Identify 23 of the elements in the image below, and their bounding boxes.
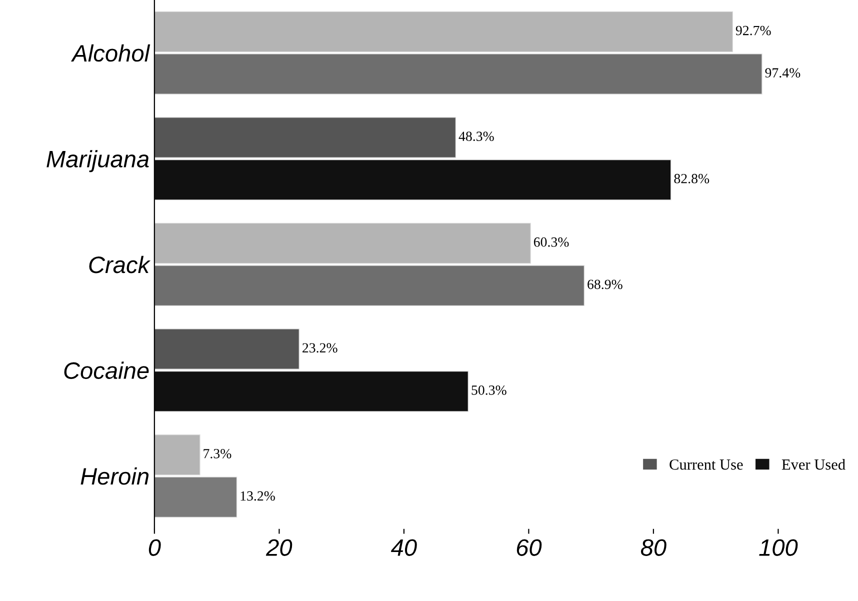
x-tick-label: 0 (148, 539, 161, 556)
y-tick-label: Alcohol (70, 44, 150, 62)
data-label: 68.9% (588, 280, 622, 290)
data-label: 7.3% (204, 448, 232, 458)
data-label: 48.3% (458, 132, 494, 142)
data-label: 50.3% (472, 385, 506, 395)
x-tick-label: 80 (640, 539, 666, 556)
data-label: 92.7% (736, 26, 771, 36)
data-label: 82.8% (674, 174, 710, 184)
y-tick-label: Heroin (80, 467, 149, 485)
data-label: 23.2% (302, 343, 338, 353)
legend-label: Ever Used (782, 458, 846, 470)
y-tick-label: Crack (89, 256, 151, 274)
y-tick-label: Marijuana (46, 150, 149, 172)
data-label: 13.2% (240, 491, 275, 501)
y-tick-label: Cocaine (64, 362, 149, 380)
legend-label: Current Use (670, 459, 743, 470)
data-label: 60.3% (534, 237, 569, 247)
x-tick-label: 20 (266, 539, 292, 556)
x-tick-label: 60 (516, 539, 542, 556)
x-tick-label: 100 (759, 539, 798, 556)
data-label: 97.4% (765, 68, 800, 78)
x-tick-label: 40 (390, 539, 417, 556)
